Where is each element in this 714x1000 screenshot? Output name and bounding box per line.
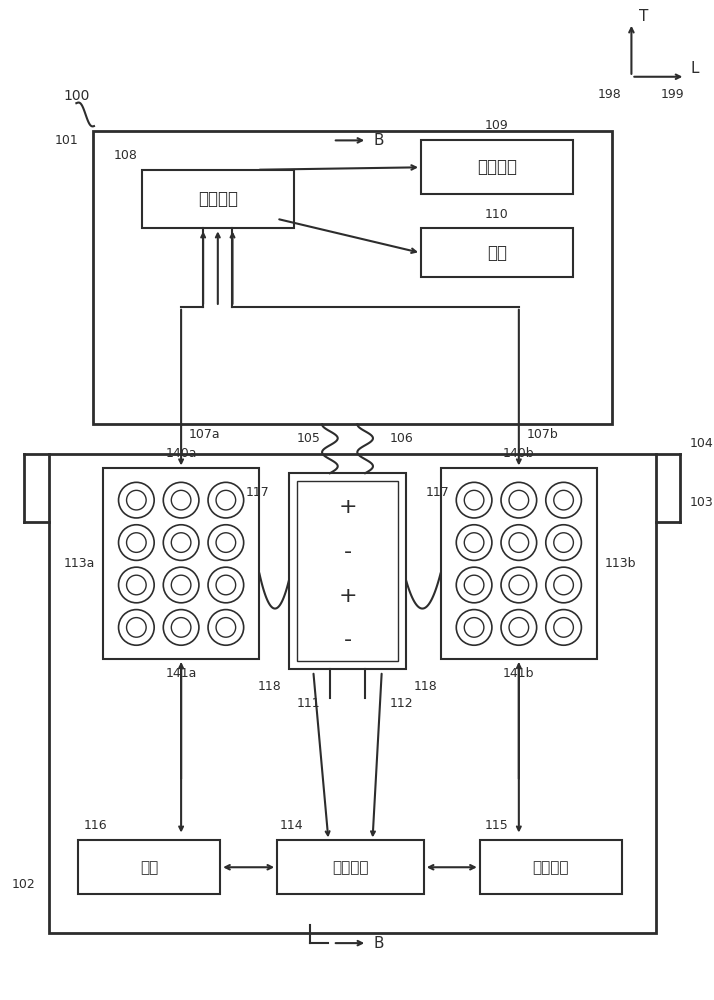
Text: 100: 100 [64, 89, 90, 103]
Text: 114: 114 [280, 819, 303, 832]
FancyBboxPatch shape [421, 228, 573, 277]
Text: L: L [690, 61, 699, 76]
FancyBboxPatch shape [142, 170, 293, 228]
Text: 處理單元: 處理單元 [332, 860, 368, 875]
Text: 101: 101 [54, 134, 79, 147]
FancyBboxPatch shape [49, 454, 656, 933]
Text: 104: 104 [690, 437, 714, 450]
Text: 118: 118 [414, 680, 438, 693]
Text: 140b: 140b [503, 447, 535, 460]
Text: 存儲介質: 存儲介質 [477, 158, 517, 176]
Text: 116: 116 [84, 819, 107, 832]
Text: 141a: 141a [166, 667, 197, 680]
Text: 106: 106 [390, 432, 413, 445]
FancyBboxPatch shape [296, 481, 398, 661]
Text: -: - [343, 630, 351, 650]
Text: T: T [639, 9, 648, 24]
Text: 電源: 電源 [487, 244, 507, 262]
Text: +: + [338, 586, 357, 606]
Text: 107a: 107a [189, 428, 221, 441]
Text: 電源: 電源 [140, 860, 159, 875]
Text: 199: 199 [660, 88, 685, 101]
FancyBboxPatch shape [277, 840, 424, 894]
Text: 110: 110 [485, 208, 508, 221]
Text: 102: 102 [11, 878, 35, 891]
Text: 198: 198 [598, 88, 622, 101]
Text: B: B [373, 936, 384, 951]
Text: 112: 112 [390, 697, 413, 710]
Text: 109: 109 [485, 119, 508, 132]
Text: 111: 111 [296, 697, 320, 710]
Text: 118: 118 [257, 680, 281, 693]
FancyBboxPatch shape [288, 473, 406, 669]
Text: 103: 103 [690, 496, 714, 509]
Text: 處理單元: 處理單元 [198, 190, 238, 208]
Text: -: - [343, 542, 351, 562]
FancyBboxPatch shape [480, 840, 622, 894]
Text: 存儲介質: 存儲介質 [533, 860, 569, 875]
Text: 117: 117 [246, 486, 269, 499]
Text: 117: 117 [426, 486, 450, 499]
FancyBboxPatch shape [93, 131, 612, 424]
Text: 141b: 141b [503, 667, 535, 680]
Text: 140a: 140a [166, 447, 197, 460]
Text: 107b: 107b [527, 428, 558, 441]
Text: 105: 105 [296, 432, 321, 445]
Text: B: B [373, 133, 384, 148]
Text: 115: 115 [485, 819, 508, 832]
FancyBboxPatch shape [79, 840, 220, 894]
Text: 108: 108 [114, 149, 137, 162]
Text: 113a: 113a [64, 557, 95, 570]
Text: +: + [338, 497, 357, 517]
Text: 113b: 113b [605, 557, 636, 570]
FancyBboxPatch shape [441, 468, 597, 659]
FancyBboxPatch shape [421, 140, 573, 194]
FancyBboxPatch shape [103, 468, 259, 659]
